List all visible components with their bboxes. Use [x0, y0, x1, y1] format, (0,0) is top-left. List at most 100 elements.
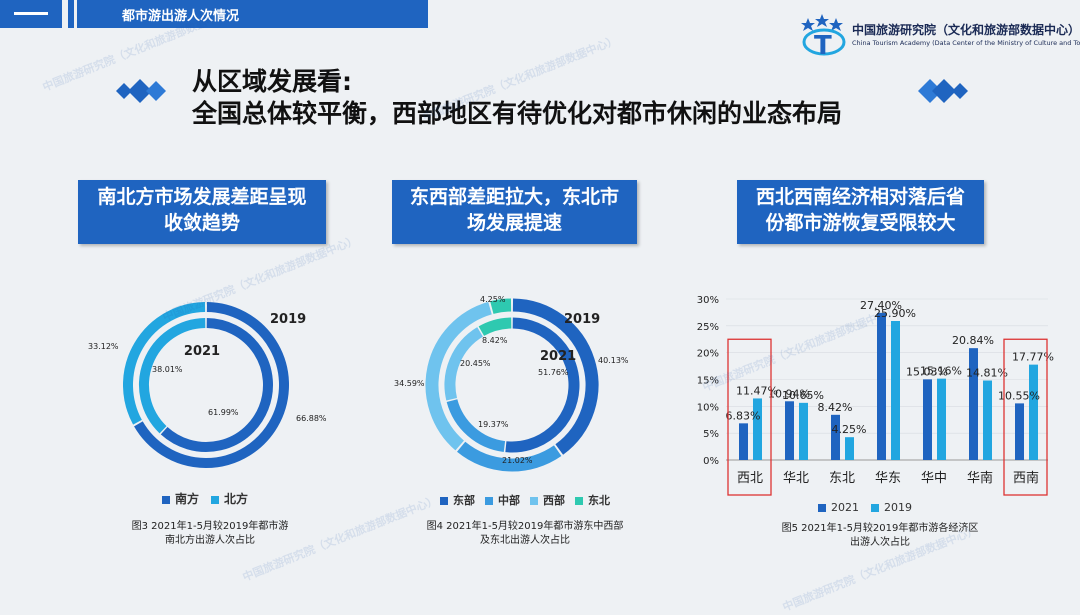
panel-title-line: 西北西南经济相对落后省 [755, 186, 965, 208]
data-label: 61.99% [208, 408, 239, 417]
north-south-donut-chart: 2019 2021 66.88% 33.12% 61.99% 38.01% [88, 302, 327, 468]
legend-item: 2019 [871, 501, 912, 514]
data-label-2021: 10.55% [998, 389, 1040, 402]
year-label-outer: 2019 [564, 312, 600, 327]
figure-caption: 图3 2021年1-5月较2019年都市游 南北方出游人次占比 [100, 520, 320, 548]
bar-2021 [831, 414, 840, 460]
inner-ring-segment [160, 318, 273, 452]
data-label: 40.13% [598, 356, 629, 365]
data-label: 51.76% [538, 368, 569, 377]
outer-ring-segment [512, 298, 599, 455]
headline-line-1: 从区域发展看: [192, 67, 352, 96]
outer-ring-segment [457, 441, 562, 472]
bar-2021 [969, 348, 978, 460]
legend-item: 南方 [162, 490, 199, 507]
figure-caption: 图4 2021年1-5月较2019年都市游东中西部 及东北出游人次占比 [400, 520, 650, 548]
legend-item: 西部 [530, 492, 565, 508]
legend-regions: 东部 中部 西部 东北 [440, 492, 610, 508]
outer-ring-segment [123, 302, 206, 425]
y-tick-label: 15% [697, 376, 719, 387]
legend-label: 2019 [884, 501, 912, 514]
bar-2019 [1029, 364, 1038, 460]
legend-label: 西部 [543, 494, 565, 507]
panel-title-regions: 西北西南经济相对落后省 份都市游恢复受限较大 [737, 180, 984, 244]
caption-line: 及东北出游人次占比 [480, 535, 570, 546]
bar-2019 [799, 402, 808, 460]
legend-years: 2021 2019 [818, 501, 912, 514]
data-label-2019: 14.81% [966, 367, 1008, 380]
y-tick-label: 5% [703, 429, 719, 440]
data-label-2021: 20.84% [952, 334, 994, 347]
inner-ring-segment [505, 317, 580, 453]
y-tick-label: 0% [703, 456, 719, 467]
data-label-2019: 15.16% [920, 365, 962, 378]
x-tick-label: 西北 [737, 471, 763, 486]
legend-label: 中部 [498, 494, 520, 507]
caption-line: 图5 2021年1-5月较2019年都市游各经济区 [781, 523, 979, 534]
data-label-2019: 10.65% [782, 389, 824, 402]
data-label-2021: 6.83% [726, 409, 761, 422]
year-label-outer: 2019 [270, 312, 306, 327]
section-title: 都市游出游人次情况 [122, 9, 240, 24]
data-label: 21.02% [502, 456, 533, 465]
legend-label: 2021 [831, 501, 859, 514]
inner-ring-segment [478, 317, 512, 337]
legend-item: 东北 [575, 492, 610, 508]
panel-title-north-south: 南北方市场发展差距呈现 收敛趋势 [78, 180, 326, 244]
x-tick-label: 华南 [967, 470, 993, 486]
header-divider [62, 0, 68, 28]
inner-ring-segment [444, 327, 484, 401]
data-label-2021: 8.42% [818, 401, 853, 414]
inner-ring-segment [139, 318, 206, 434]
bar-2019 [753, 398, 762, 460]
panel-title-line: 南北方市场发展差距呈现 [97, 186, 307, 208]
outer-ring-segment [425, 301, 492, 451]
panel-title-line: 场发展提速 [466, 212, 562, 234]
x-tick-label: 华中 [921, 471, 947, 486]
data-label: 4.25% [480, 295, 506, 304]
bar-2019 [937, 378, 946, 460]
data-label: 33.12% [88, 342, 119, 351]
bar-2019 [845, 437, 854, 460]
legend-label: 东北 [588, 494, 610, 507]
data-label: 8.42% [482, 336, 508, 345]
y-tick-label: 25% [697, 322, 719, 333]
data-label-2019: 11.47% [736, 384, 778, 397]
bar-2019 [983, 380, 992, 460]
economic-zone-bar-chart: 0%5%10%15%20%25%30%6.83%11.47%西北10.94%10… [697, 295, 1054, 496]
figure-caption: 图5 2021年1-5月较2019年都市游各经济区 出游人次占比 [760, 522, 1000, 550]
bar-2021 [923, 379, 932, 460]
diamond-decoration-icon [116, 79, 166, 103]
legend-label: 东部 [453, 494, 475, 507]
legend-item: 东部 [440, 492, 475, 508]
org-logo: T 中国旅游研究院（文化和旅游部数据中心） China Tourism Acad… [800, 12, 1080, 62]
data-label: 19.37% [478, 420, 509, 429]
outer-ring-segment [490, 298, 512, 314]
bar-2021 [877, 312, 886, 460]
data-label: 34.59% [394, 379, 425, 388]
legend-item: 中部 [485, 492, 520, 508]
region-donut-chart: 2019 2021 40.13% 21.02% 34.59% 4.25% 51.76% 19.… [394, 295, 629, 472]
x-tick-label: 东北 [829, 471, 855, 486]
bar-2021 [785, 401, 794, 460]
outer-ring-segment [134, 302, 289, 468]
year-label-inner: 2021 [540, 349, 576, 364]
data-label-2021: 10.94% [768, 387, 810, 400]
org-name: 中国旅游研究院（文化和旅游部数据中心） [852, 23, 1080, 37]
svg-text:T: T [814, 31, 832, 58]
panel-title-line: 东西部差距拉大，东北市 [409, 186, 619, 208]
x-tick-label: 华东 [875, 471, 901, 486]
caption-line: 图3 2021年1-5月较2019年都市游 [131, 521, 289, 532]
legend-label: 北方 [224, 492, 249, 506]
bar-2019 [891, 321, 900, 460]
x-tick-label: 华北 [783, 471, 809, 486]
legend-label: 南方 [175, 492, 200, 506]
data-label-2021: 27.40% [860, 299, 902, 312]
y-tick-label: 10% [697, 402, 719, 413]
academy-logo-icon: T [801, 14, 846, 58]
inner-ring-segment [446, 399, 506, 452]
data-label-2019: 4.25% [832, 423, 867, 436]
bar-2021 [1015, 403, 1024, 460]
panel-title-east-west: 东西部差距拉大，东北市 场发展提速 [392, 180, 637, 244]
data-label-2019: 17.77% [1012, 351, 1054, 364]
